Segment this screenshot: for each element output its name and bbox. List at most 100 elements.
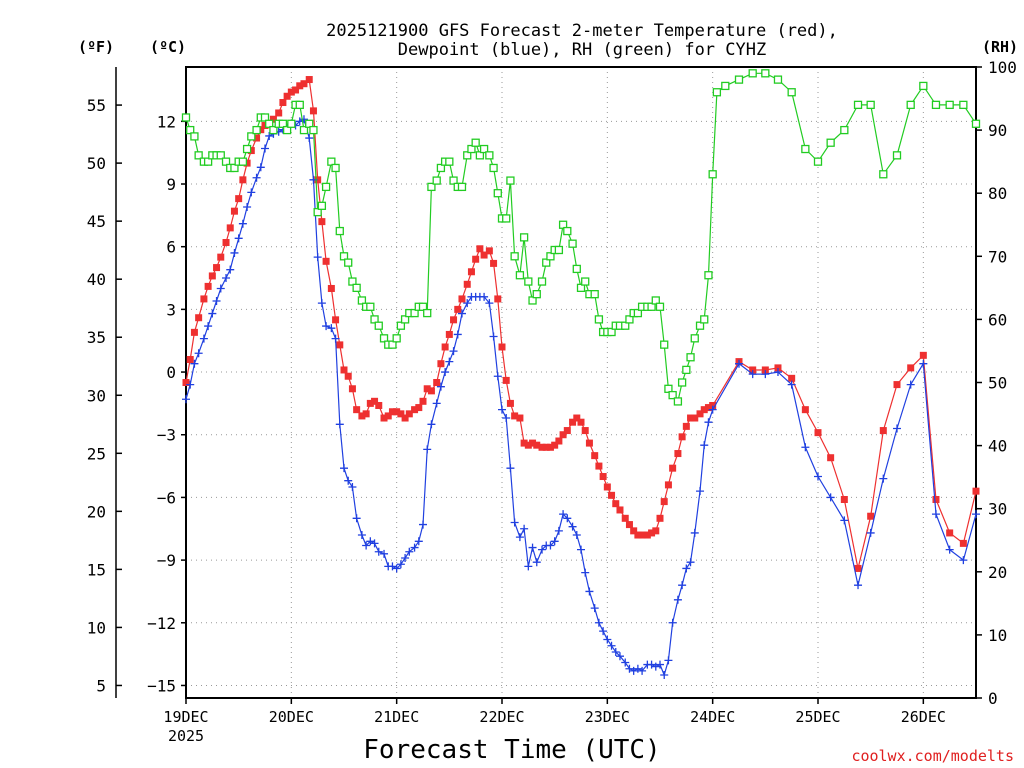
- dewpoint-marker: [577, 545, 585, 554]
- x-tick-label: 20DEC: [269, 708, 314, 726]
- dewpoint-marker: [647, 660, 656, 669]
- rh-marker: [668, 390, 677, 400]
- dewpoint-marker: [581, 568, 590, 577]
- rh-tick-label: 60: [988, 310, 1007, 329]
- dewpoint-marker: [238, 219, 247, 228]
- temperature-marker: [239, 176, 247, 184]
- temperature-marker: [709, 401, 717, 409]
- temperature-marker: [788, 374, 796, 382]
- temperature-line: [185, 78, 977, 569]
- dewpoint-marker: [305, 134, 314, 143]
- rh-marker: [203, 157, 213, 166]
- rh-marker: [436, 163, 446, 173]
- dewpoint-marker: [787, 380, 796, 389]
- dewpoint-marker: [633, 664, 642, 673]
- rh-marker: [344, 258, 353, 267]
- dewpoint-marker: [489, 332, 498, 341]
- dewpoint-marker: [660, 671, 669, 680]
- temperature-marker: [279, 99, 287, 107]
- dewpoint-marker: [401, 554, 410, 563]
- rh-series: [181, 69, 981, 406]
- rh-marker: [594, 315, 604, 324]
- temperature-marker: [621, 514, 629, 522]
- rh-marker: [194, 151, 203, 160]
- celsius-tick-label: −12: [147, 614, 176, 633]
- dewpoint-marker: [520, 524, 529, 533]
- rh-marker: [295, 100, 304, 110]
- dewpoint-marker: [182, 395, 190, 404]
- x-tick-label: 25DEC: [795, 708, 840, 726]
- dewpoint-marker: [664, 656, 673, 665]
- rh-unit-label: (RH): [982, 38, 1018, 56]
- rh-marker: [331, 163, 340, 173]
- temperature-marker: [257, 126, 265, 134]
- temperature-marker: [441, 343, 449, 351]
- temperature-marker: [520, 439, 528, 447]
- dewpoint-marker: [410, 543, 419, 552]
- temperature-marker: [524, 441, 532, 449]
- temperature-marker: [275, 109, 283, 117]
- rh-marker: [366, 302, 375, 311]
- dewpoint-marker: [510, 518, 519, 527]
- rh-marker: [282, 125, 292, 135]
- rh-marker: [339, 252, 349, 261]
- rh-marker: [840, 125, 849, 135]
- chart-title-line1: 2025121900 GFS Forecast 2-meter Temperat…: [326, 21, 838, 41]
- temperature-marker: [616, 506, 624, 514]
- temperature-series: [182, 76, 980, 572]
- rh-tick-label: 100: [988, 58, 1017, 77]
- temperature-marker: [200, 295, 208, 303]
- rh-marker: [682, 365, 691, 375]
- rh-marker: [813, 157, 823, 166]
- temperature-marker: [397, 410, 405, 418]
- dewpoint-marker: [611, 648, 620, 657]
- temperature-marker: [445, 330, 453, 338]
- rh-marker: [348, 277, 357, 286]
- dewpoint-marker: [599, 627, 608, 636]
- grid-lines: [186, 67, 976, 698]
- rh-marker: [879, 170, 888, 179]
- temperature-marker: [591, 452, 599, 460]
- rh-marker: [305, 119, 314, 128]
- fahrenheit-tick-label: 45: [87, 212, 106, 231]
- rh-marker: [400, 315, 410, 324]
- temperature-marker: [433, 379, 441, 386]
- temperature-marker: [585, 439, 593, 447]
- temperature-marker: [186, 356, 194, 364]
- dewpoint-marker: [457, 309, 466, 318]
- temperature-marker: [292, 86, 300, 94]
- temperature-marker: [551, 441, 559, 449]
- rh-marker: [664, 384, 673, 393]
- rh-marker: [299, 125, 309, 135]
- dewpoint-marker: [515, 533, 524, 542]
- dewpoint-marker: [405, 547, 414, 556]
- temperature-marker: [682, 422, 690, 430]
- rh-marker: [357, 296, 367, 305]
- dewpoint-marker: [678, 581, 687, 590]
- dewpoint-marker: [261, 144, 269, 153]
- rh-marker: [563, 226, 572, 236]
- temperature-marker: [204, 282, 212, 290]
- dewpoint-marker: [344, 476, 353, 485]
- rh-marker: [260, 113, 270, 122]
- dewpoint-marker: [673, 595, 682, 604]
- temperature-marker: [761, 366, 769, 374]
- temperature-marker: [490, 259, 498, 267]
- temperature-marker: [375, 401, 383, 409]
- temperature-marker: [217, 253, 225, 261]
- dewpoint-marker: [594, 618, 603, 627]
- dewpoint-marker: [826, 493, 835, 502]
- rh-marker: [506, 176, 515, 185]
- dewpoint-marker: [538, 545, 547, 554]
- temperature-marker: [463, 280, 471, 288]
- temperature-marker: [485, 247, 493, 255]
- celsius-tick-label: −9: [157, 551, 176, 570]
- rh-marker: [388, 340, 397, 349]
- temperature-marker: [932, 496, 940, 504]
- rh-marker: [704, 271, 713, 280]
- rh-marker: [445, 157, 454, 166]
- celsius-tick-label: −15: [147, 676, 176, 695]
- rh-marker: [528, 296, 537, 305]
- temperature-marker: [411, 406, 419, 414]
